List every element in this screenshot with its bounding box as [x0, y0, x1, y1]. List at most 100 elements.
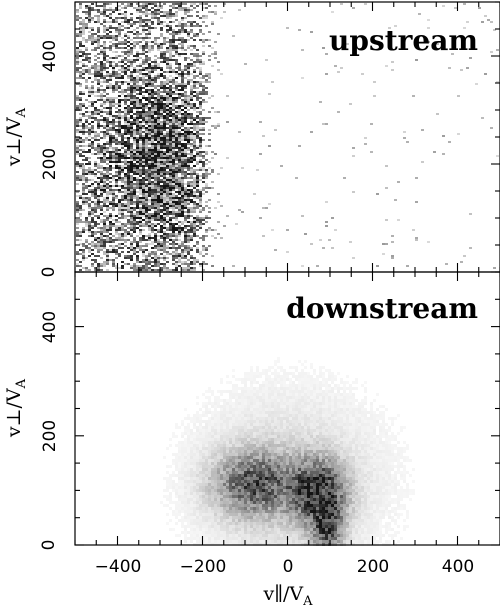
upstream-heatmap-cell — [178, 169, 181, 171]
upstream-heatmap-cell — [145, 47, 148, 49]
upstream-heatmap-cell — [133, 249, 136, 251]
upstream-heatmap-cell — [133, 241, 136, 243]
upstream-heatmap-cell — [166, 107, 169, 109]
downstream-heatmap-cell — [232, 411, 235, 414]
upstream-heatmap-cell — [175, 213, 178, 215]
downstream-heatmap-cell — [280, 378, 283, 381]
upstream-heatmap-cell — [175, 169, 178, 171]
upstream-heatmap-cell — [175, 157, 178, 159]
upstream-heatmap-cell — [181, 115, 184, 117]
upstream-heatmap-cell — [187, 193, 190, 195]
upstream-heatmap-cell — [184, 257, 187, 259]
upstream-heatmap-cell — [163, 11, 166, 13]
upstream-heatmap-cell — [181, 43, 184, 45]
upstream-heatmap-cell — [160, 101, 163, 103]
upstream-heatmap-cell — [100, 175, 103, 177]
upstream-heatmap-cell — [139, 261, 142, 263]
upstream-heatmap-cell — [85, 41, 88, 43]
upstream-heatmap-cell — [115, 197, 118, 199]
upstream-heatmap-cell — [112, 151, 115, 153]
upstream-heatmap-cell — [142, 159, 145, 161]
upstream-heatmap-cell — [97, 89, 100, 91]
upstream-heatmap-cell — [205, 93, 208, 95]
upstream-heatmap-cell — [163, 135, 166, 137]
downstream-heatmap-cell — [232, 384, 235, 387]
upstream-heatmap-cell — [139, 47, 142, 49]
upstream-heatmap-cell — [154, 181, 157, 183]
upstream-heatmap-cell — [169, 13, 172, 15]
upstream-heatmap-cell — [190, 215, 193, 217]
upstream-heatmap-cell — [166, 187, 169, 189]
upstream-heatmap-cell — [142, 235, 145, 237]
downstream-heatmap-cell — [295, 369, 298, 372]
upstream-heatmap-cell — [121, 91, 124, 93]
upstream-heatmap-cell — [217, 123, 220, 125]
upstream-heatmap-cell — [199, 105, 202, 107]
upstream-heatmap-cell — [115, 231, 118, 233]
upstream-heatmap-cell — [196, 247, 199, 249]
upstream-heatmap-cell — [160, 253, 163, 255]
upstream-heatmap-cell — [118, 113, 121, 115]
upstream-heatmap-cell — [94, 163, 97, 165]
upstream-heatmap-cell — [121, 213, 124, 215]
upstream-heatmap-cell — [151, 251, 154, 253]
downstream-heatmap-cell — [253, 393, 256, 396]
upstream-heatmap-cell — [88, 157, 91, 159]
upstream-heatmap-cell — [154, 43, 157, 45]
upstream-heatmap-cell — [163, 51, 166, 53]
upstream-heatmap-cell — [157, 47, 160, 49]
upstream-heatmap-cell — [97, 113, 100, 115]
downstream-heatmap-cell — [265, 402, 268, 405]
upstream-heatmap-cell — [91, 73, 94, 75]
upstream-heatmap-cell — [121, 181, 124, 183]
upstream-heatmap-cell — [121, 239, 124, 241]
upstream-heatmap-cell — [160, 117, 163, 119]
upstream-heatmap-cell — [100, 119, 103, 121]
upstream-heatmap-cell — [130, 63, 133, 65]
upstream-heatmap-cell — [199, 193, 202, 195]
upstream-heatmap-cell — [205, 91, 208, 93]
upstream-heatmap-cell — [103, 211, 106, 213]
upstream-heatmap-cell — [172, 225, 175, 227]
upstream-heatmap-cell — [127, 111, 130, 113]
downstream-heatmap-cell — [310, 402, 313, 405]
upstream-heatmap-cell — [94, 109, 97, 111]
upstream-heatmap-cell — [184, 39, 187, 41]
upstream-heatmap-cell — [103, 241, 106, 243]
upstream-heatmap-cell — [160, 179, 163, 181]
upstream-heatmap-cell — [196, 251, 199, 253]
upstream-heatmap-cell — [121, 115, 124, 117]
upstream-heatmap-cell — [178, 75, 181, 77]
downstream-heatmap-cell — [283, 369, 286, 372]
upstream-heatmap-cell — [130, 219, 133, 221]
downstream-heatmap-cell — [241, 405, 244, 408]
upstream-heatmap-cell — [112, 51, 115, 53]
upstream-heatmap-cell — [106, 131, 109, 133]
upstream-heatmap-cell — [160, 203, 163, 205]
upstream-heatmap-cell — [148, 259, 151, 261]
upstream-heatmap-cell — [190, 81, 193, 83]
upstream-heatmap-cell — [82, 203, 85, 205]
upstream-heatmap-cell — [115, 9, 118, 11]
upstream-heatmap-cell — [169, 15, 172, 17]
upstream-heatmap-cell — [148, 173, 151, 175]
upstream-heatmap-cell — [208, 199, 211, 201]
downstream-heatmap-cell — [244, 402, 247, 405]
upstream-heatmap-cell — [196, 203, 199, 205]
upstream-heatmap-cell — [79, 205, 82, 207]
upstream-heatmap-cell — [256, 169, 259, 171]
upstream-ytick-label-200: 200 — [40, 148, 60, 180]
upstream-heatmap-cell — [160, 73, 163, 75]
downstream-heatmap-cell — [244, 417, 247, 420]
upstream-heatmap-cell — [127, 189, 130, 191]
upstream-heatmap-cell — [202, 165, 205, 167]
upstream-heatmap-cell — [169, 143, 172, 145]
downstream-heatmap-cell — [313, 408, 316, 411]
upstream-heatmap-cell — [427, 27, 430, 29]
upstream-heatmap-cell — [175, 181, 178, 183]
upstream-heatmap-cell — [199, 71, 202, 73]
upstream-heatmap-cell — [118, 123, 121, 125]
downstream-heatmap-cell — [355, 378, 358, 381]
upstream-heatmap-cell — [172, 21, 175, 23]
downstream-heatmap-cell — [229, 411, 232, 414]
